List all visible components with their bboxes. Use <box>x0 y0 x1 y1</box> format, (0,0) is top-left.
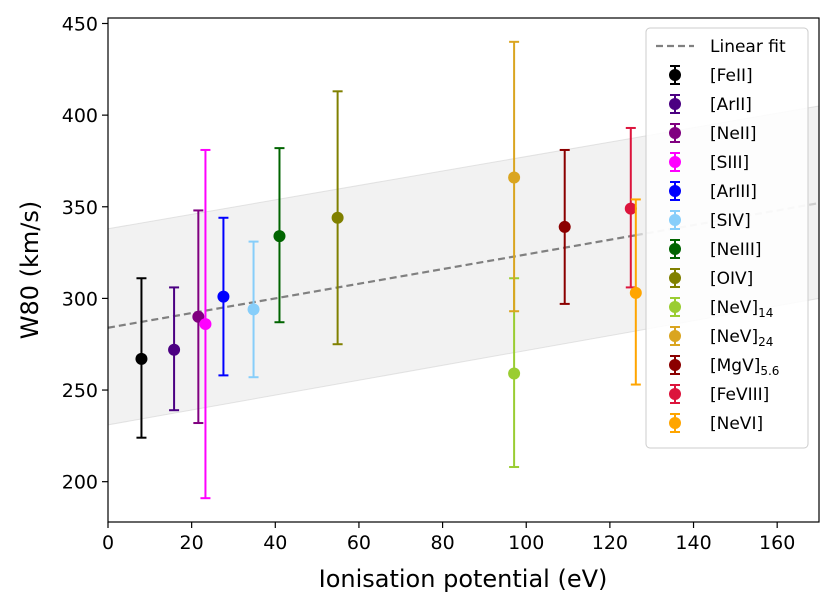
x-tick-label: 120 <box>592 532 628 554</box>
data-point <box>508 171 521 184</box>
y-tick-label: 400 <box>62 105 98 127</box>
legend-marker <box>669 127 681 139</box>
legend-marker <box>669 417 681 429</box>
y-tick-label: 250 <box>62 380 98 402</box>
data-point-group <box>247 240 260 379</box>
x-axis-ticks: 0 20 40 60 80 100 120 140 160 <box>102 522 795 554</box>
data-point-group <box>508 40 521 313</box>
legend-label: [NeV]24 <box>710 327 773 349</box>
data-point <box>508 367 521 380</box>
data-point <box>273 230 286 243</box>
legend-label: [FeVIII] <box>710 385 769 405</box>
legend-marker <box>669 388 681 400</box>
y-tick-label: 200 <box>62 472 98 494</box>
x-tick-label: 80 <box>430 532 454 554</box>
data-point <box>135 352 148 365</box>
x-axis-label: Ionisation potential (eV) <box>319 565 608 593</box>
x-tick-label: 160 <box>759 532 795 554</box>
legend-marker <box>669 214 681 226</box>
legend-label: [ArIII] <box>710 182 757 202</box>
legend-label: [NeVI] <box>710 414 763 434</box>
data-point <box>331 211 344 224</box>
legend-label: [NeIII] <box>710 240 761 260</box>
x-tick-label: 100 <box>508 532 544 554</box>
legend-marker <box>669 243 681 255</box>
data-point <box>629 286 642 299</box>
legend-label: [SIV] <box>710 211 751 231</box>
legend-marker <box>669 301 681 313</box>
data-point-group <box>168 286 181 412</box>
legend-marker <box>669 272 681 284</box>
y-axis-label: W80 (km/s) <box>16 201 44 340</box>
legend-label: [MgV]5.6 <box>710 356 779 378</box>
y-tick-label: 450 <box>62 13 98 35</box>
legend: Linear fit [FeII] [ArII] [NeII] [SIII] [ArIII… <box>645 27 809 449</box>
data-point-group <box>331 90 344 346</box>
data-point-group <box>135 277 148 439</box>
data-point <box>168 343 181 356</box>
data-point-group <box>199 148 212 500</box>
x-tick-label: 140 <box>675 532 711 554</box>
legend-marker <box>669 359 681 371</box>
x-tick-label: 20 <box>180 532 204 554</box>
legend-label: [SIII] <box>710 153 749 173</box>
legend-marker <box>669 330 681 342</box>
y-axis-ticks: 200 250 300 350 400 450 <box>62 13 108 494</box>
data-point-group <box>629 198 642 386</box>
legend-marker <box>669 185 681 197</box>
legend-label: [FeII] <box>710 66 753 86</box>
data-point <box>558 220 571 233</box>
data-point <box>199 318 212 331</box>
x-tick-label: 60 <box>347 532 371 554</box>
data-points-layer <box>135 40 642 500</box>
legend-box <box>645 27 809 449</box>
data-point <box>247 303 260 316</box>
legend-label: [NeV]14 <box>710 298 773 320</box>
x-tick-label: 40 <box>263 532 287 554</box>
x-tick-label: 0 <box>102 532 114 554</box>
data-point-group <box>217 216 230 377</box>
legend-label: [NeII] <box>710 124 756 144</box>
legend-marker <box>669 156 681 168</box>
legend-label: [ArII] <box>710 95 752 115</box>
legend-label: Linear fit <box>710 37 786 57</box>
data-point-group <box>273 147 286 324</box>
y-tick-label: 350 <box>62 197 98 219</box>
data-point <box>624 202 637 215</box>
legend-marker <box>669 69 681 81</box>
data-point-group <box>558 148 571 305</box>
data-point-group <box>624 126 637 289</box>
data-point <box>217 290 230 303</box>
y-tick-label: 300 <box>62 288 98 310</box>
plot-frame <box>107 17 820 523</box>
legend-label: [OIV] <box>710 269 753 289</box>
legend-marker <box>669 98 681 110</box>
